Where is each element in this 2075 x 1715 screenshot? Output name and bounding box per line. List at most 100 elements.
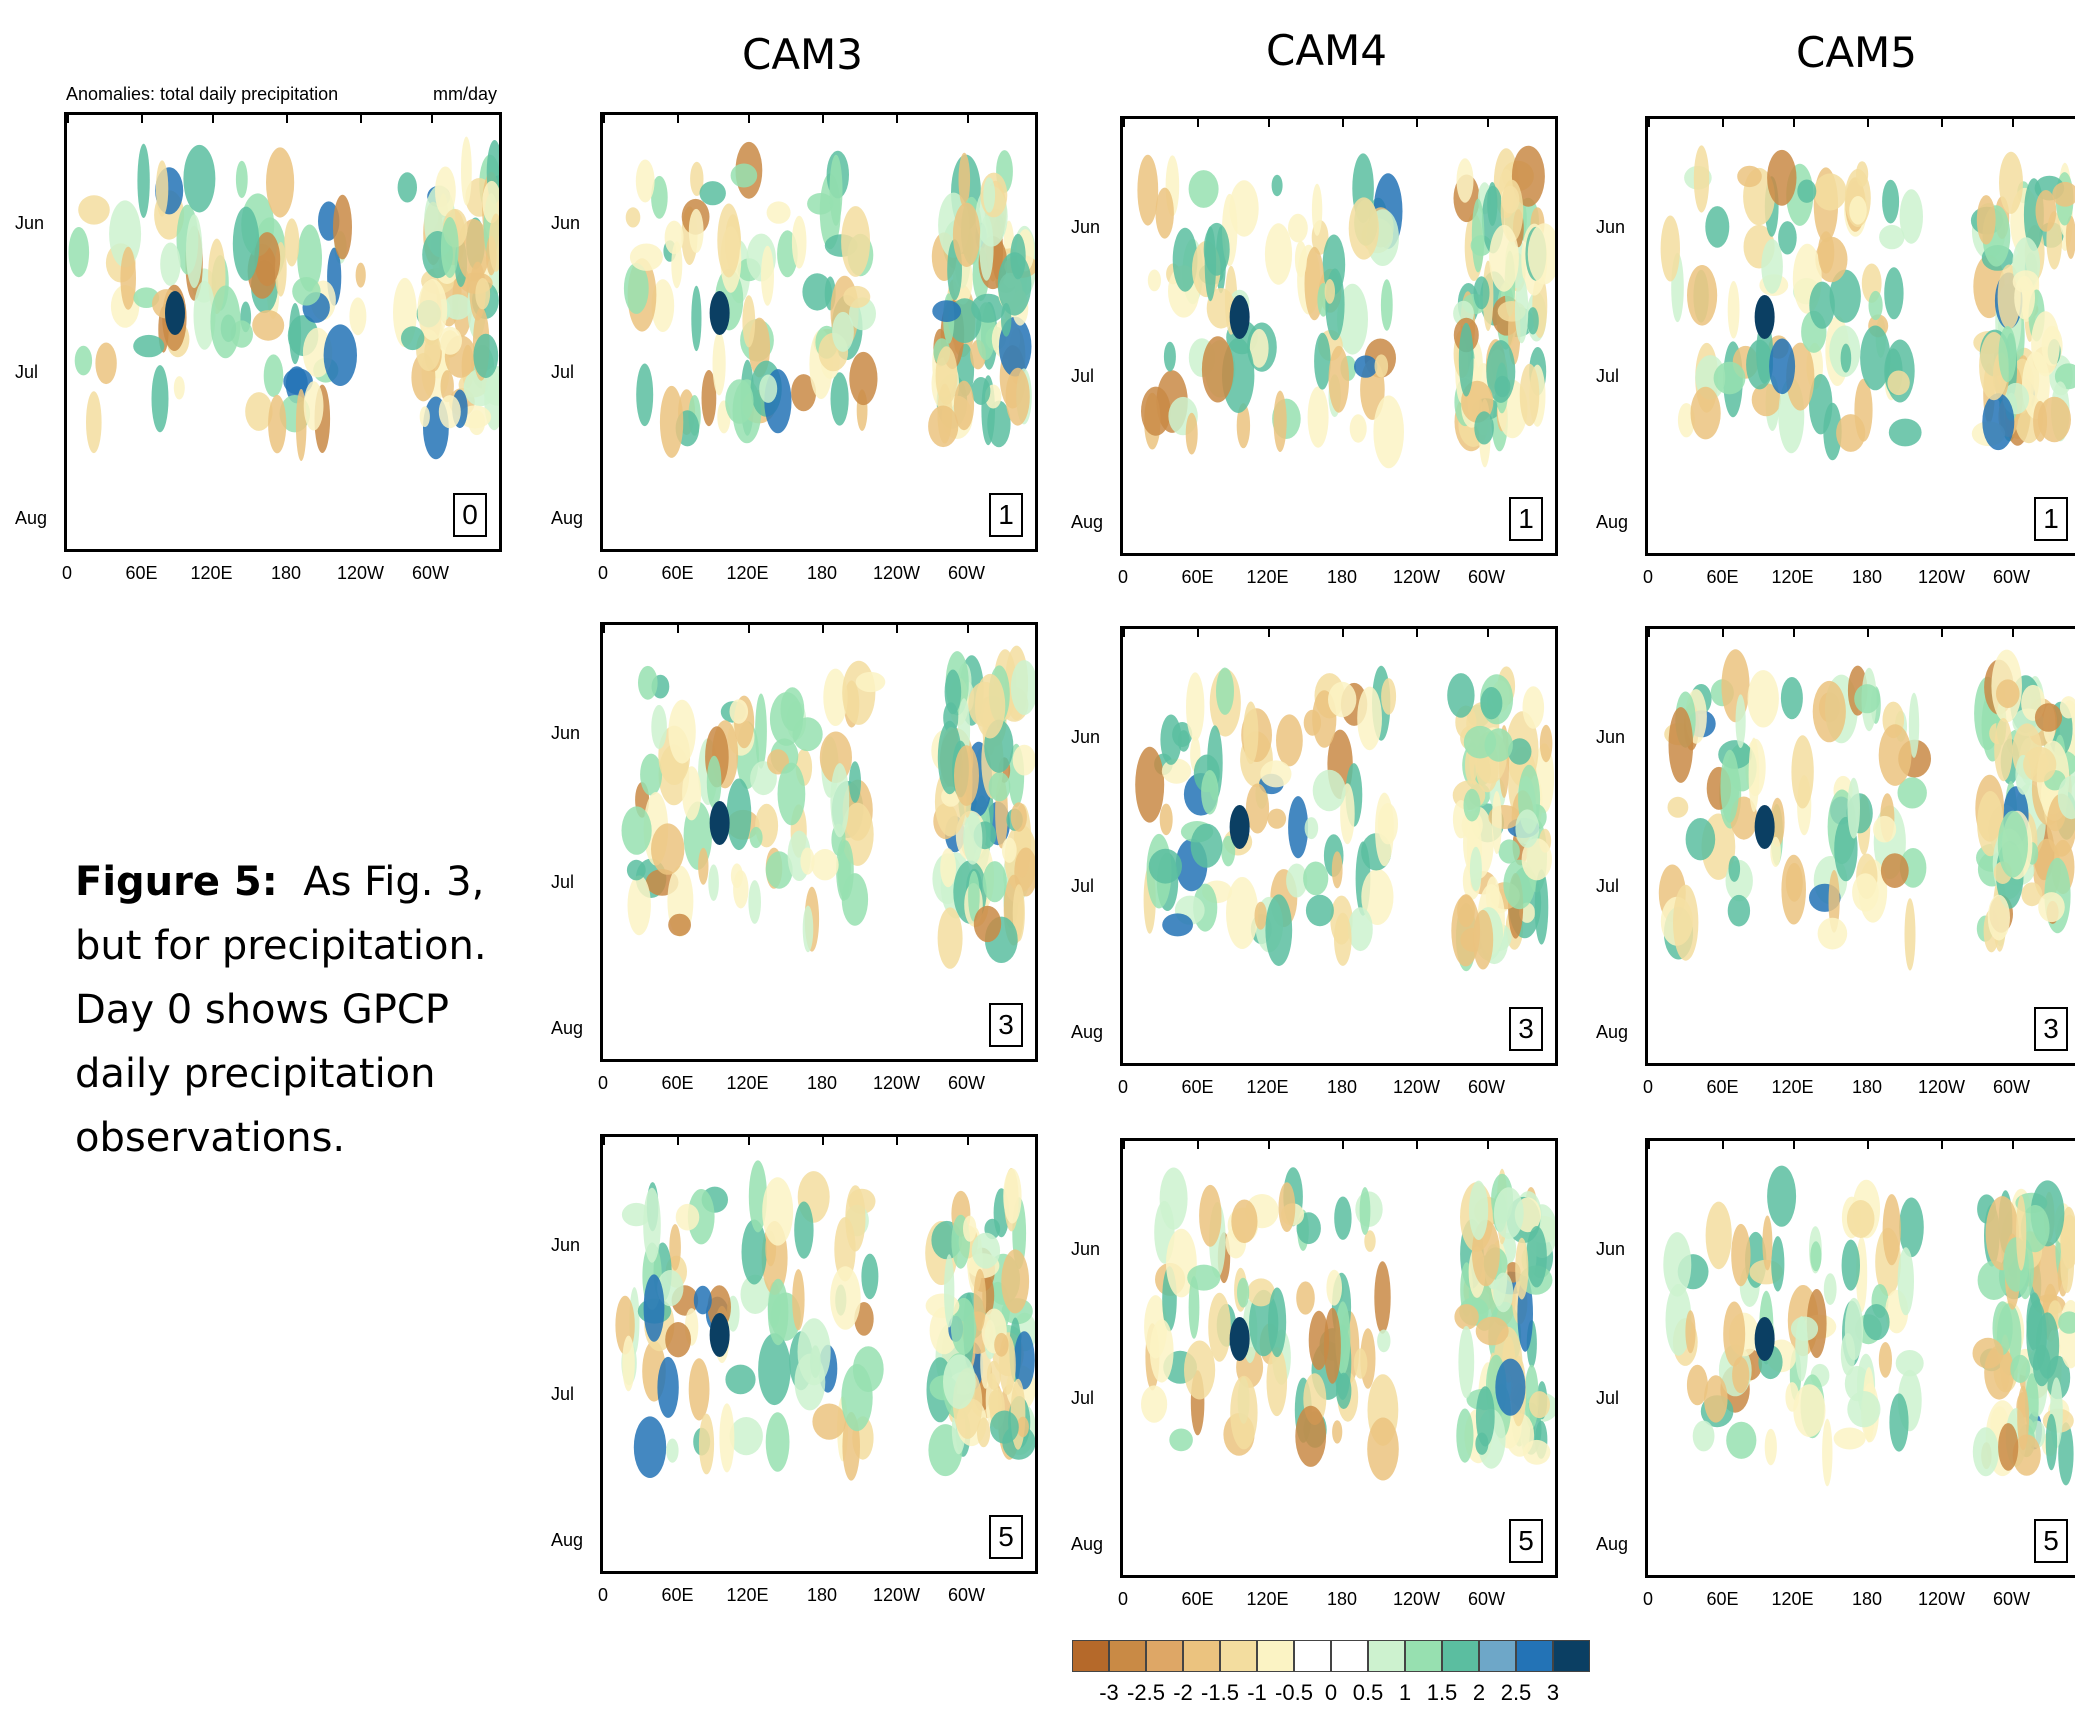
anomaly-blob — [761, 245, 774, 306]
x-tick-mark — [1941, 119, 1944, 127]
anomaly-blob — [1770, 836, 1781, 867]
x-tick-label: 120W — [336, 563, 384, 583]
caption-label: Figure 5: — [75, 859, 278, 905]
anomaly-blob — [2058, 1422, 2074, 1486]
anomaly-blob — [435, 166, 456, 217]
x-tick-label: 60E — [661, 563, 694, 583]
anomaly-blob — [742, 295, 756, 348]
anomaly-blob — [1668, 707, 1694, 783]
anomaly-blob — [988, 1389, 1003, 1416]
anomaly-blob — [1260, 760, 1292, 788]
anomaly-blob — [777, 762, 806, 826]
anomaly-blob — [1374, 1261, 1391, 1334]
panel-cam4-day3: Jun Jul Aug 0 60E 120E 180 120W 60W 3 — [1071, 626, 1558, 1097]
anomaly-blob — [1380, 279, 1393, 331]
anomaly-blob — [74, 345, 93, 376]
anomaly-blob — [1728, 855, 1741, 882]
y-tick-label: Jun — [551, 212, 581, 233]
anomaly-blob — [698, 847, 709, 885]
anomaly-blob — [1201, 770, 1219, 815]
column-title-cam3: CAM3 — [742, 30, 864, 79]
anomaly-blob — [725, 1364, 756, 1395]
anomaly-blob — [1304, 817, 1319, 840]
anomaly-blob — [1847, 777, 1860, 839]
anomaly-blob — [1013, 1331, 1035, 1390]
anomaly-blob — [1693, 145, 1710, 213]
anomaly-blob — [333, 194, 352, 260]
x-tick-mark — [67, 115, 69, 123]
anomaly-blob — [1692, 1420, 1715, 1452]
anomaly-blob — [1778, 221, 1797, 255]
anomaly-blob — [1480, 687, 1503, 720]
anomaly-blob — [730, 163, 758, 188]
anomaly-blob — [729, 1417, 763, 1456]
x-tick-mark — [1941, 1141, 1944, 1149]
anomaly-blob — [1254, 901, 1267, 930]
anomaly-blob — [245, 392, 273, 431]
anomaly-blob — [1732, 1356, 1750, 1394]
anomaly-blob — [1162, 913, 1193, 937]
anomaly-blob — [1660, 215, 1680, 282]
x-tick-label: 180 — [1851, 567, 1883, 587]
anomaly-blob — [1307, 386, 1329, 448]
anomaly-blob — [845, 1185, 866, 1252]
colorbar-cell — [1331, 1640, 1368, 1672]
anomaly-blob — [1221, 835, 1236, 867]
anomaly-blob — [1236, 403, 1251, 449]
anomaly-blob — [1847, 1391, 1881, 1428]
anomaly-blob — [1812, 680, 1846, 743]
anomaly-blob — [1489, 224, 1519, 292]
anomaly-blob — [1374, 354, 1389, 378]
anomaly-blob — [1456, 158, 1474, 203]
anomaly-blob — [997, 252, 1032, 316]
x-tick-mark — [747, 1137, 750, 1145]
lead-day-label: 3 — [989, 1003, 1023, 1047]
anomaly-blob — [629, 243, 663, 271]
anomaly-blob — [1793, 1384, 1826, 1437]
anomaly-blob — [832, 311, 854, 352]
anomaly-blob — [323, 324, 357, 386]
anomaly-blob — [1381, 678, 1397, 715]
anomaly-blob — [1665, 1283, 1692, 1356]
colorbar-label: -0.5 — [1275, 1680, 1313, 1705]
anomaly-core — [1229, 1317, 1250, 1361]
x-tick-label: 120W — [872, 563, 920, 583]
x-tick-label: 60W — [948, 1073, 986, 1093]
colorbar-label: 1.5 — [1426, 1680, 1458, 1705]
anomaly-blob — [155, 160, 169, 217]
anomaly-blob — [1148, 848, 1182, 884]
x-tick-label: 120W — [872, 1585, 920, 1605]
anomaly-blob — [284, 218, 300, 267]
x-tick-label: 120E — [1771, 1077, 1814, 1097]
anomaly-blob — [1247, 1278, 1275, 1307]
anomaly-blob — [1521, 838, 1552, 881]
x-tick-mark — [1486, 629, 1489, 637]
x-tick-label: 0 — [1117, 1589, 1129, 1609]
panel-cam4-day1: Jun Jul Aug 0 60E 120E 180 120W 60W 1 — [1071, 116, 1558, 587]
anomaly-blob — [1840, 343, 1852, 373]
anomaly-blob — [2057, 775, 2075, 820]
anomaly-blob — [1325, 268, 1345, 341]
anomaly-blob — [1208, 1292, 1231, 1362]
anomaly-blob — [1469, 846, 1482, 892]
anomaly-blob — [1727, 281, 1740, 339]
anomaly-blob — [626, 859, 646, 881]
anomaly-blob — [1237, 1277, 1250, 1308]
anomaly-blob — [974, 673, 1006, 739]
x-tick-mark — [603, 625, 605, 633]
anomaly-blob — [640, 753, 663, 796]
y-tick-label: Jul — [1071, 876, 1095, 897]
anomaly-blob — [1161, 758, 1192, 784]
anomaly-blob — [1271, 174, 1283, 197]
anomaly-blob — [687, 1189, 715, 1245]
x-tick-label: 180 — [1326, 567, 1358, 587]
anomaly-blob — [2017, 1385, 2029, 1451]
anomaly-blob — [1527, 307, 1539, 335]
anomaly-blob — [688, 208, 704, 254]
anomaly-blob — [830, 763, 850, 838]
x-tick-mark — [2011, 119, 2014, 127]
anomaly-blob — [729, 699, 749, 724]
anomaly-blob — [1185, 412, 1198, 455]
x-tick-mark — [1792, 629, 1795, 637]
anomaly-blob — [1469, 1180, 1489, 1240]
